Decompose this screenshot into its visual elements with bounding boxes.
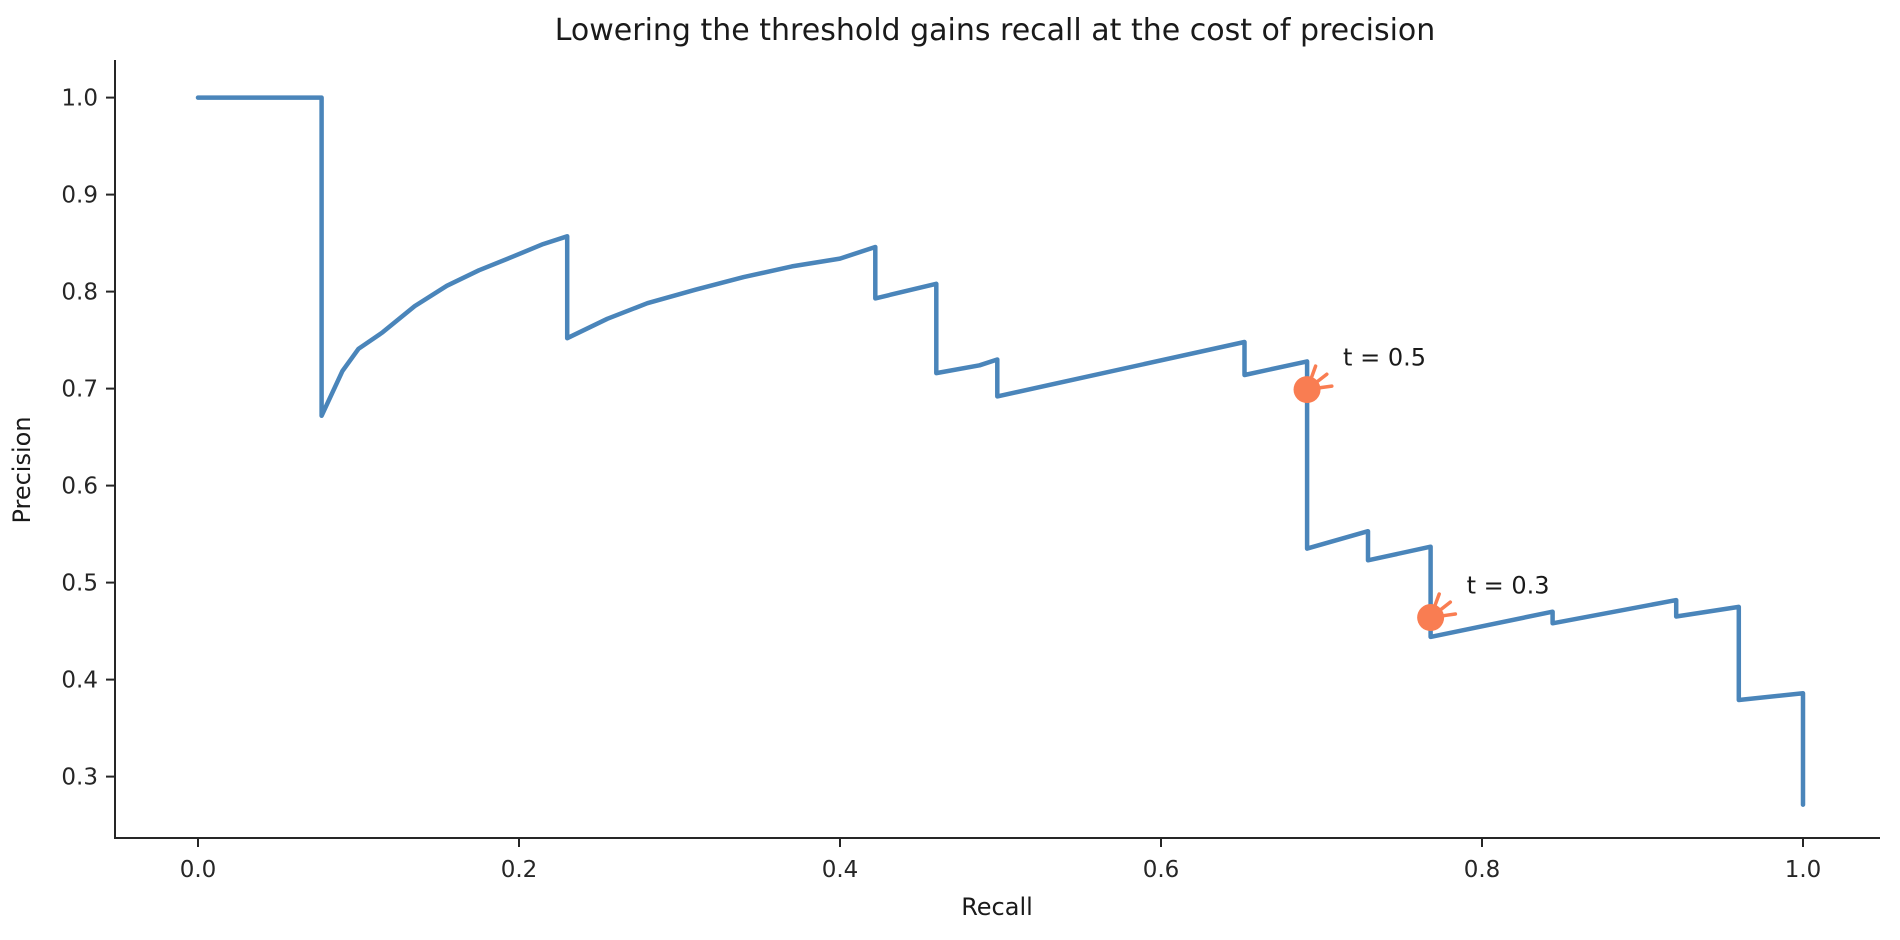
- y-axis-label: Precision: [8, 416, 36, 523]
- y-tick-label: 0.6: [61, 474, 98, 500]
- pr-curve-line: [195, 95, 1806, 807]
- threshold-marker-spark: [1438, 600, 1453, 612]
- threshold-marker-spark: [1432, 592, 1441, 608]
- threshold-annotations: t = 0.5 t = 0.3: [1293, 344, 1550, 632]
- y-tick-label: 1.0: [61, 86, 98, 112]
- threshold-marker-spark: [1317, 384, 1334, 390]
- precision-recall-curve: [195, 95, 1806, 807]
- x-axis-label: Recall: [961, 893, 1033, 921]
- threshold-marker-spark: [1314, 372, 1329, 384]
- threshold-annotation: t = 0.3: [1417, 572, 1550, 632]
- threshold-annotation-label: t = 0.3: [1467, 572, 1550, 600]
- x-tick-label: 0.8: [1464, 857, 1501, 883]
- x-tick-label: 0.6: [1143, 857, 1180, 883]
- y-tick-label: 0.5: [61, 571, 98, 597]
- threshold-marker-spark: [1309, 364, 1318, 381]
- y-tick-label: 0.7: [61, 377, 98, 403]
- x-tick-label: 1.0: [1785, 857, 1822, 883]
- axis-spines: [114, 60, 1880, 839]
- x-tick-label: 0.2: [501, 857, 538, 883]
- y-tick-label: 0.9: [61, 183, 98, 209]
- y-tick-label: 0.4: [61, 668, 98, 694]
- threshold-marker-dot: [1293, 376, 1321, 404]
- threshold-marker-spark: [1440, 612, 1458, 618]
- threshold-annotation-label: t = 0.5: [1343, 344, 1426, 372]
- axes: 0.0 0.2 0.4 0.6 0.8 1.0 1.0 0.9 0.8 0.7 0.6 0.5 0.4 0…: [61, 60, 1880, 883]
- threshold-annotation: t = 0.5: [1293, 344, 1426, 404]
- y-tick-label: 0.8: [61, 280, 98, 306]
- x-tick-label: 0.0: [180, 857, 217, 883]
- chart-title: Lowering the threshold gains recall at t…: [555, 13, 1436, 48]
- y-tick-label: 0.3: [61, 765, 98, 791]
- x-tick-label: 0.4: [822, 857, 859, 883]
- threshold-marker-dot: [1417, 604, 1445, 632]
